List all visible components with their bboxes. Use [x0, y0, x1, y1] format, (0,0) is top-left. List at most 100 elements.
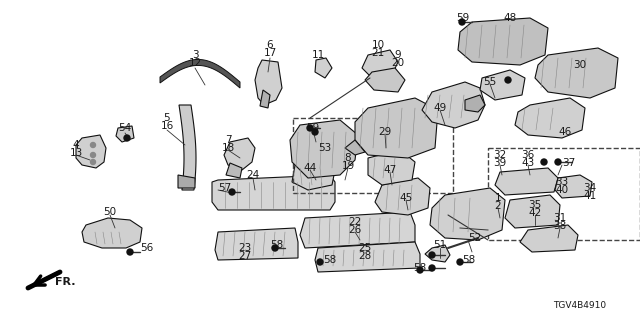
- Text: TGV4B4910: TGV4B4910: [554, 300, 607, 309]
- Polygon shape: [555, 175, 592, 198]
- Text: 38: 38: [554, 221, 566, 231]
- Text: 50: 50: [104, 207, 116, 217]
- Text: 2: 2: [495, 201, 501, 211]
- Polygon shape: [515, 98, 585, 138]
- Text: 25: 25: [358, 243, 372, 253]
- Polygon shape: [315, 58, 332, 78]
- Text: 40: 40: [556, 185, 568, 195]
- Circle shape: [317, 259, 323, 265]
- Text: 16: 16: [161, 121, 173, 131]
- Circle shape: [229, 189, 235, 195]
- Polygon shape: [116, 126, 134, 142]
- Polygon shape: [212, 175, 335, 210]
- Polygon shape: [458, 18, 548, 65]
- Text: 57: 57: [218, 183, 231, 193]
- Polygon shape: [179, 105, 196, 190]
- Circle shape: [312, 129, 318, 135]
- Text: 54: 54: [118, 123, 132, 133]
- Circle shape: [124, 135, 130, 141]
- Text: FR.: FR.: [55, 277, 76, 287]
- Polygon shape: [368, 150, 415, 185]
- Circle shape: [555, 159, 561, 165]
- Text: 24: 24: [246, 170, 260, 180]
- Polygon shape: [495, 168, 558, 195]
- Text: 6: 6: [267, 40, 273, 50]
- Polygon shape: [430, 188, 505, 240]
- Text: 43: 43: [522, 158, 534, 168]
- Circle shape: [541, 159, 547, 165]
- Text: 29: 29: [378, 127, 392, 137]
- Text: 27: 27: [238, 251, 252, 261]
- Polygon shape: [480, 70, 525, 100]
- Polygon shape: [215, 228, 298, 260]
- Bar: [488, 148, 640, 240]
- Polygon shape: [255, 60, 282, 105]
- Text: 13: 13: [69, 148, 83, 158]
- Text: 11: 11: [312, 50, 324, 60]
- Polygon shape: [160, 60, 240, 88]
- Text: 58: 58: [323, 255, 337, 265]
- Text: 51: 51: [433, 240, 447, 250]
- Text: 58: 58: [413, 263, 427, 273]
- Text: 22: 22: [348, 217, 362, 227]
- Polygon shape: [520, 225, 578, 252]
- Polygon shape: [82, 218, 142, 248]
- Text: 58: 58: [462, 255, 476, 265]
- Text: 37: 37: [562, 158, 575, 168]
- Polygon shape: [425, 245, 450, 262]
- Polygon shape: [260, 90, 270, 108]
- Text: 19: 19: [341, 161, 355, 171]
- Polygon shape: [224, 138, 255, 170]
- Text: 5: 5: [164, 113, 170, 123]
- Circle shape: [429, 265, 435, 271]
- Text: 59: 59: [456, 13, 470, 23]
- Text: 55: 55: [483, 77, 497, 87]
- Text: 44: 44: [303, 163, 317, 173]
- Polygon shape: [345, 140, 365, 155]
- Text: 23: 23: [238, 243, 252, 253]
- Polygon shape: [315, 242, 420, 272]
- Text: 1: 1: [495, 193, 501, 203]
- Text: 53: 53: [318, 143, 332, 153]
- Circle shape: [307, 125, 313, 131]
- Circle shape: [429, 252, 435, 258]
- Text: 35: 35: [529, 200, 541, 210]
- Circle shape: [417, 267, 423, 273]
- Circle shape: [505, 77, 511, 83]
- Polygon shape: [355, 98, 438, 158]
- Polygon shape: [375, 178, 430, 215]
- Polygon shape: [292, 160, 335, 190]
- Circle shape: [127, 249, 133, 255]
- Text: 47: 47: [383, 165, 397, 175]
- Polygon shape: [290, 120, 358, 178]
- Polygon shape: [178, 175, 195, 188]
- Text: 49: 49: [433, 103, 447, 113]
- Text: 32: 32: [493, 150, 507, 160]
- Text: 9: 9: [395, 50, 401, 60]
- Text: 58: 58: [270, 240, 284, 250]
- Polygon shape: [300, 212, 415, 248]
- Text: 26: 26: [348, 225, 362, 235]
- Polygon shape: [422, 82, 485, 128]
- Text: 59: 59: [307, 123, 319, 133]
- Text: 41: 41: [584, 191, 596, 201]
- Circle shape: [272, 245, 278, 251]
- Text: 56: 56: [140, 243, 153, 253]
- Text: 8: 8: [345, 153, 351, 163]
- Text: 17: 17: [264, 48, 276, 58]
- Text: 3: 3: [192, 50, 198, 60]
- Text: 34: 34: [584, 183, 596, 193]
- Text: 42: 42: [529, 208, 541, 218]
- Text: 12: 12: [188, 58, 202, 68]
- Text: 31: 31: [554, 213, 566, 223]
- Text: 52: 52: [468, 233, 481, 243]
- Polygon shape: [76, 135, 106, 168]
- Text: 28: 28: [358, 251, 372, 261]
- Text: 39: 39: [493, 158, 507, 168]
- Text: 7: 7: [225, 135, 231, 145]
- Polygon shape: [465, 95, 485, 112]
- Text: 18: 18: [221, 143, 235, 153]
- Text: 33: 33: [556, 177, 568, 187]
- Polygon shape: [362, 50, 398, 78]
- Circle shape: [90, 142, 95, 148]
